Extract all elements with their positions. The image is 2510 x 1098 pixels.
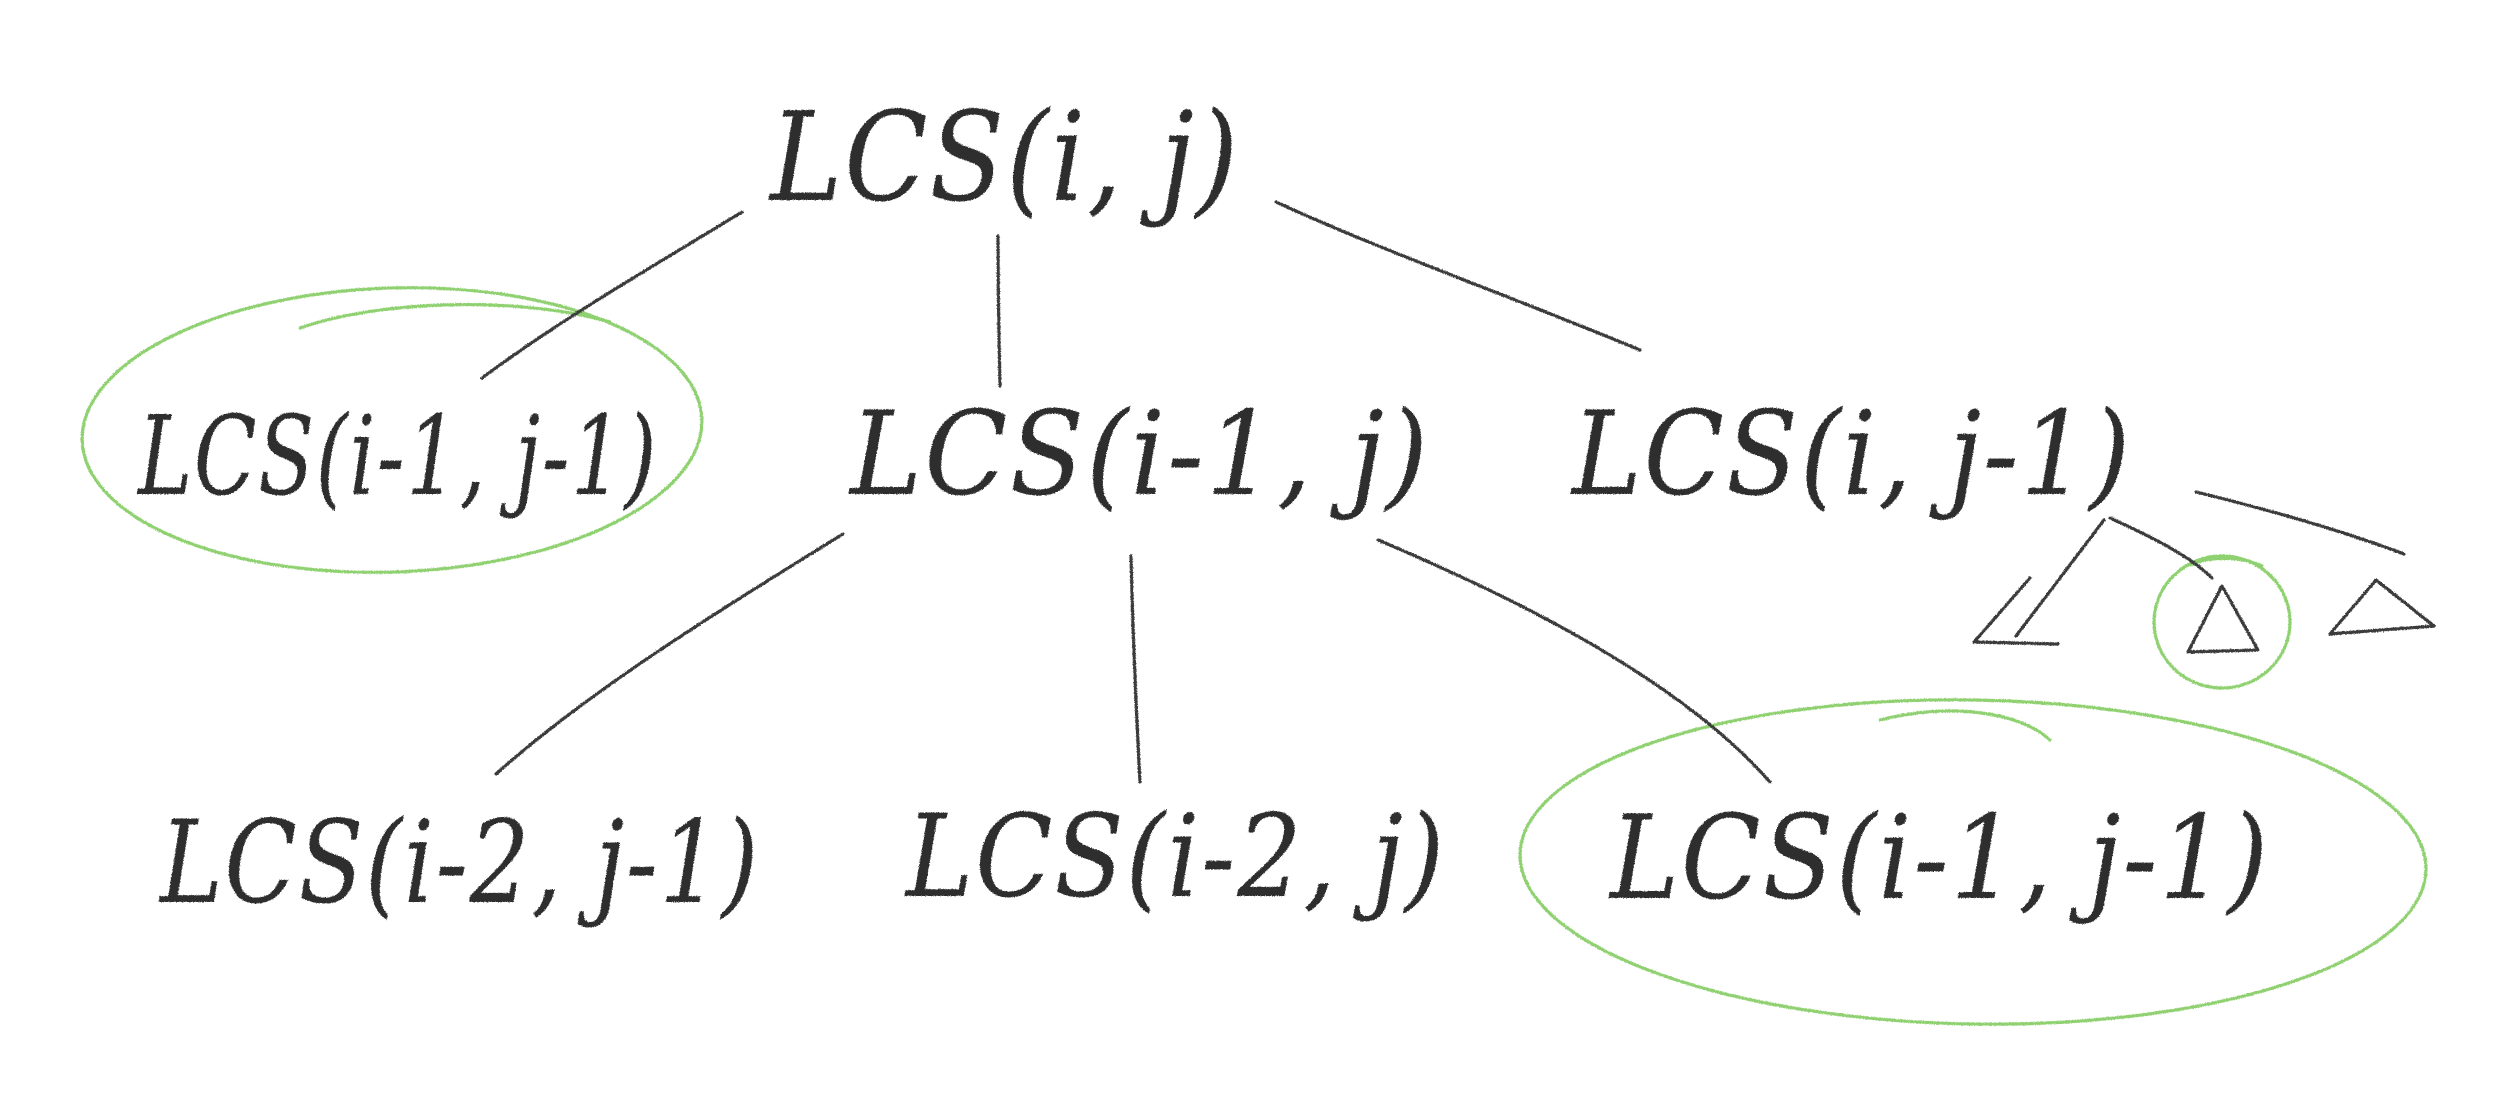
highlight-ring-overlap bbox=[298, 302, 612, 330]
highlight-ellipse-right bbox=[1518, 698, 2428, 1026]
edge-middle-bottommiddle bbox=[1129, 554, 1142, 784]
node-root: LCS(i, j) bbox=[768, 86, 1240, 230]
node-right: LCS(i, j-1) bbox=[1570, 387, 2132, 522]
node-middle: LCS(i-1, j) bbox=[848, 387, 1430, 522]
node-left-repeated: LCS(i-1, j-1) bbox=[137, 392, 658, 520]
tree-nodes: LCS(i, j) LCS(i-1, j-1) LCS(i-1, j) LCS(… bbox=[137, 86, 2270, 929]
edge-right-tri3 bbox=[2194, 490, 2406, 556]
highlight-circle-small bbox=[2152, 554, 2292, 690]
highlight-ring bbox=[80, 286, 704, 574]
highlight-ring bbox=[2152, 554, 2292, 690]
node-bottom-right-repeated: LCS(i-1, j-1) bbox=[1608, 791, 2270, 926]
edge-middle-bottomleft bbox=[494, 532, 845, 776]
triangle-icon bbox=[2186, 584, 2260, 654]
node-bottom-left: LCS(i-2, j-1) bbox=[158, 796, 760, 929]
edge-root-right bbox=[1274, 200, 1642, 352]
highlight-ring-overlap bbox=[1878, 709, 2052, 742]
edge-root-left bbox=[480, 210, 744, 380]
edge-right-tri2 bbox=[2108, 516, 2214, 580]
highlight-ring bbox=[1518, 698, 2428, 1026]
edge-root-middle bbox=[996, 234, 1002, 388]
collapsed-subtrees bbox=[1972, 576, 2436, 654]
edge-right-tri1 bbox=[2014, 518, 2106, 638]
node-bottom-middle: LCS(i-2, j) bbox=[904, 790, 1446, 923]
triangle-icon bbox=[1972, 576, 2060, 646]
edge-middle-bottomright bbox=[1376, 538, 1772, 784]
highlight-ellipse-left bbox=[80, 286, 704, 574]
triangle-icon bbox=[2328, 578, 2436, 636]
tree-edges bbox=[480, 200, 2406, 784]
